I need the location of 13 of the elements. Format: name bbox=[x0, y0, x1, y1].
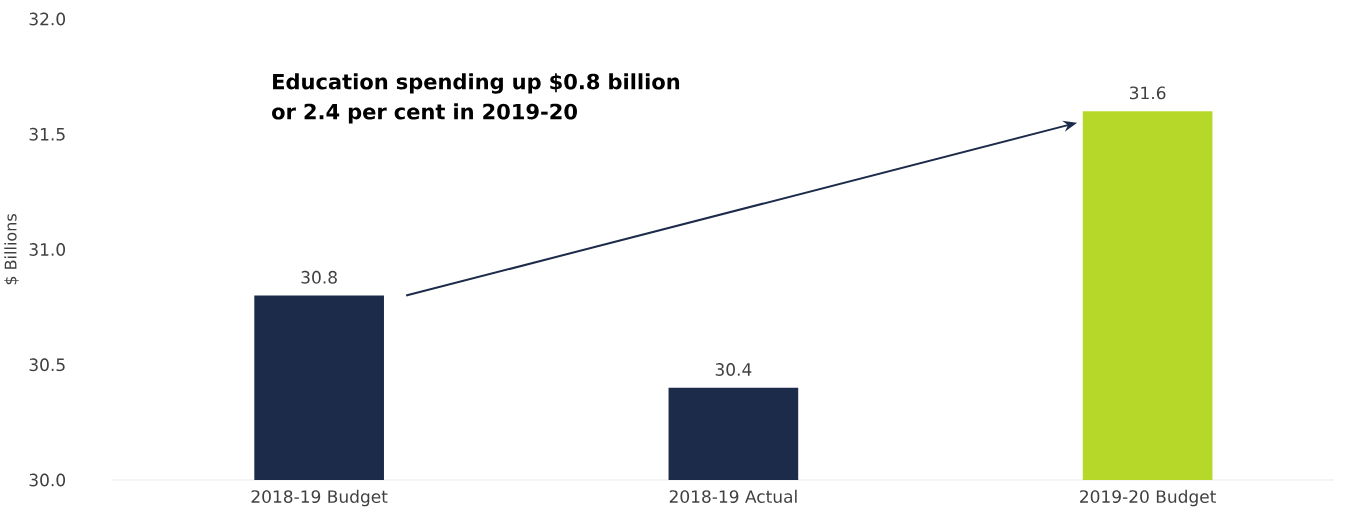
y-tick-label: 31.5 bbox=[29, 127, 65, 141]
x-tick-label: 2018-19 Actual bbox=[669, 489, 797, 503]
y-tick-label: 31.0 bbox=[29, 243, 66, 256]
y-tick-label: 32.0 bbox=[29, 12, 66, 26]
y-tick-label: 30.5 bbox=[29, 358, 65, 372]
data-label: 30.4 bbox=[715, 363, 752, 376]
x-tick-label: 2018-19 Budget bbox=[251, 489, 388, 507]
x-tick-label: 2019-20 Budget bbox=[1080, 489, 1216, 507]
y-axis-title: $ Billions bbox=[4, 214, 19, 285]
y-tick-label: 30.0 bbox=[29, 473, 66, 487]
data-label: 31.6 bbox=[1129, 86, 1166, 100]
data-label: 30.8 bbox=[301, 270, 337, 284]
annotation: Education spending up $0.8 billion or 2.4 per cent in 2019-20 bbox=[272, 73, 680, 124]
